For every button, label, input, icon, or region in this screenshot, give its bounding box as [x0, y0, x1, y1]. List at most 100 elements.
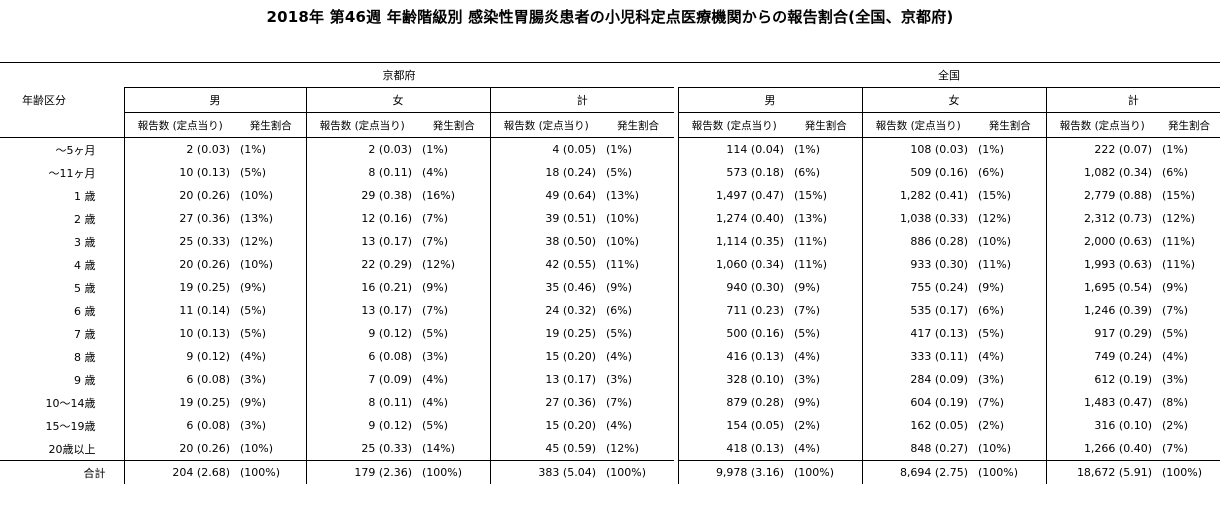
kyoto-report-cell: 19 (0.25)	[489, 322, 602, 345]
table-row: 4 歳 20 (0.26) (10%) 22 (0.29) (12%) 42 (0.55)…	[0, 253, 1220, 276]
table-row: 9 歳 6 (0.08) (3%) 7 (0.09) (4%) 13 (0.17) (3%)…	[0, 368, 1220, 391]
national-report-cell: 1,038 (0.33)	[861, 207, 974, 230]
table-row: 7 歳 10 (0.13) (5%) 9 (0.12) (5%) 19 (0.25) (5%…	[0, 322, 1220, 345]
kyoto-report-cell: 38 (0.50)	[489, 230, 602, 253]
national-report-cell: 222 (0.07)	[1045, 137, 1158, 161]
kyoto-ratio-cell: (4%)	[422, 373, 449, 386]
kyoto-report-cell: 42 (0.55)	[489, 253, 602, 276]
kyoto-ratio-cell: (9%)	[240, 396, 267, 409]
age-label: 1 歳	[74, 189, 96, 203]
kyoto-report-cell: 9 (0.12)	[305, 322, 418, 345]
national-report-cell: 1,060 (0.34)	[677, 253, 790, 276]
sex-header-kyoto-total: 計	[489, 87, 674, 113]
national-ratio-cell: (7%)	[1162, 304, 1189, 317]
region-header-national: 全国	[678, 62, 1220, 88]
kyoto-report-cell: 19 (0.25)	[123, 276, 236, 299]
kyoto-ratio-cell: (7%)	[422, 235, 449, 248]
sex-header-national-male: 男	[677, 87, 862, 113]
col-header-ratio: 発生割合	[804, 119, 847, 132]
national-report-cell: 2,000 (0.63)	[1045, 230, 1158, 253]
table-row: 6 歳 11 (0.14) (5%) 13 (0.17) (7%) 24 (0.32) (6…	[0, 299, 1220, 322]
national-ratio-cell: (4%)	[978, 350, 1005, 363]
kyoto-report-cell: 22 (0.29)	[305, 253, 418, 276]
table-body: ～5ヶ月 2 (0.03) (1%) 2 (0.03) (1%) 4 (0.05) (1%)…	[0, 137, 1220, 484]
national-report-cell: 316 (0.10)	[1045, 414, 1158, 437]
kyoto-ratio-cell: (9%)	[606, 281, 633, 294]
national-report-cell: 162 (0.05)	[861, 414, 974, 437]
national-report-cell: 604 (0.19)	[861, 391, 974, 414]
col-header-ratio: 発生割合	[432, 119, 475, 132]
kyoto-report-cell: 29 (0.38)	[305, 184, 418, 207]
table-row: 20歳以上 20 (0.26) (10%) 25 (0.33) (14%) 45 (0.5…	[0, 437, 1220, 461]
age-label: 4 歳	[74, 258, 96, 272]
kyoto-report-cell: 13 (0.17)	[489, 368, 602, 391]
national-ratio-cell: (11%)	[978, 258, 1012, 271]
col-header-report: 報告数 (定点当り)	[677, 112, 790, 138]
national-report-cell: 1,282 (0.41)	[861, 184, 974, 207]
kyoto-ratio-cell: (100%)	[418, 460, 490, 484]
kyoto-ratio-cell: (5%)	[240, 166, 267, 179]
kyoto-report-cell: 13 (0.17)	[305, 299, 418, 322]
kyoto-report-cell: 27 (0.36)	[123, 207, 236, 230]
kyoto-ratio-cell: (16%)	[422, 189, 456, 202]
kyoto-report-cell: 2 (0.03)	[305, 137, 418, 161]
total-label: 合計	[0, 460, 124, 484]
kyoto-report-cell: 13 (0.17)	[305, 230, 418, 253]
kyoto-report-cell: 39 (0.51)	[489, 207, 602, 230]
kyoto-ratio-cell: (4%)	[606, 350, 633, 363]
report-table: 年齢区分 京都府 全国 男 女 計 男 女 計 報告数 (定点当り) 発生割合 …	[0, 62, 1220, 484]
national-ratio-cell: (11%)	[794, 235, 828, 248]
age-label: 7 歳	[74, 327, 96, 341]
national-ratio-cell: (11%)	[1162, 258, 1196, 271]
national-ratio-cell: (9%)	[1162, 281, 1189, 294]
sex-header-kyoto-female: 女	[305, 87, 490, 113]
age-label: ～5ヶ月	[0, 137, 124, 161]
national-ratio-cell: (9%)	[794, 281, 821, 294]
kyoto-ratio-cell: (1%)	[236, 137, 306, 161]
national-ratio-cell: (3%)	[1162, 373, 1189, 386]
national-ratio-cell: (100%)	[790, 460, 862, 484]
table-row: 1 歳 20 (0.26) (10%) 29 (0.38) (16%) 49 (0.64)…	[0, 184, 1220, 207]
table-row: 5 歳 19 (0.25) (9%) 16 (0.21) (9%) 35 (0.46) (9…	[0, 276, 1220, 299]
national-report-cell: 2,779 (0.88)	[1045, 184, 1158, 207]
national-ratio-cell: (11%)	[794, 258, 828, 271]
kyoto-ratio-cell: (4%)	[422, 396, 449, 409]
age-label: 3 歳	[74, 235, 96, 249]
kyoto-ratio-cell: (10%)	[240, 258, 274, 271]
kyoto-report-cell: 179 (2.36)	[305, 460, 418, 484]
age-group-header: 年齢区分	[0, 62, 124, 138]
kyoto-report-cell: 10 (0.13)	[123, 322, 236, 345]
kyoto-ratio-cell: (9%)	[240, 281, 267, 294]
kyoto-ratio-cell: (1%)	[602, 137, 674, 161]
kyoto-report-cell: 6 (0.08)	[123, 368, 236, 391]
national-ratio-cell: (1%)	[790, 137, 862, 161]
national-ratio-cell: (6%)	[978, 304, 1005, 317]
national-ratio-cell: (100%)	[1158, 460, 1220, 484]
national-report-cell: 333 (0.11)	[861, 345, 974, 368]
col-header-ratio: 発生割合	[249, 119, 292, 132]
table-row: 2 歳 27 (0.36) (13%) 12 (0.16) (7%) 39 (0.51) (…	[0, 207, 1220, 230]
national-ratio-cell: (100%)	[974, 460, 1046, 484]
national-ratio-cell: (11%)	[1162, 235, 1196, 248]
national-report-cell: 114 (0.04)	[677, 137, 790, 161]
national-ratio-cell: (15%)	[794, 189, 828, 202]
total-row: 合計 204 (2.68) (100%) 179 (2.36) (100%) 383 (5…	[0, 460, 1220, 484]
kyoto-report-cell: 19 (0.25)	[123, 391, 236, 414]
national-ratio-cell: (5%)	[794, 327, 821, 340]
national-report-cell: 1,266 (0.40)	[1045, 437, 1158, 461]
kyoto-report-cell: 15 (0.20)	[489, 414, 602, 437]
national-ratio-cell: (13%)	[794, 212, 828, 225]
national-report-cell: 1,483 (0.47)	[1045, 391, 1158, 414]
kyoto-ratio-cell: (5%)	[606, 166, 633, 179]
kyoto-report-cell: 25 (0.33)	[305, 437, 418, 461]
national-report-cell: 154 (0.05)	[677, 414, 790, 437]
col-header-report: 報告数 (定点当り)	[861, 112, 974, 138]
national-report-cell: 1,497 (0.47)	[677, 184, 790, 207]
kyoto-ratio-cell: (10%)	[606, 212, 640, 225]
kyoto-report-cell: 7 (0.09)	[305, 368, 418, 391]
national-report-cell: 284 (0.09)	[861, 368, 974, 391]
national-ratio-cell: (5%)	[978, 327, 1005, 340]
col-header-report: 報告数 (定点当り)	[305, 112, 418, 138]
national-ratio-cell: (5%)	[1162, 327, 1189, 340]
sex-header-kyoto-male: 男	[123, 87, 306, 113]
